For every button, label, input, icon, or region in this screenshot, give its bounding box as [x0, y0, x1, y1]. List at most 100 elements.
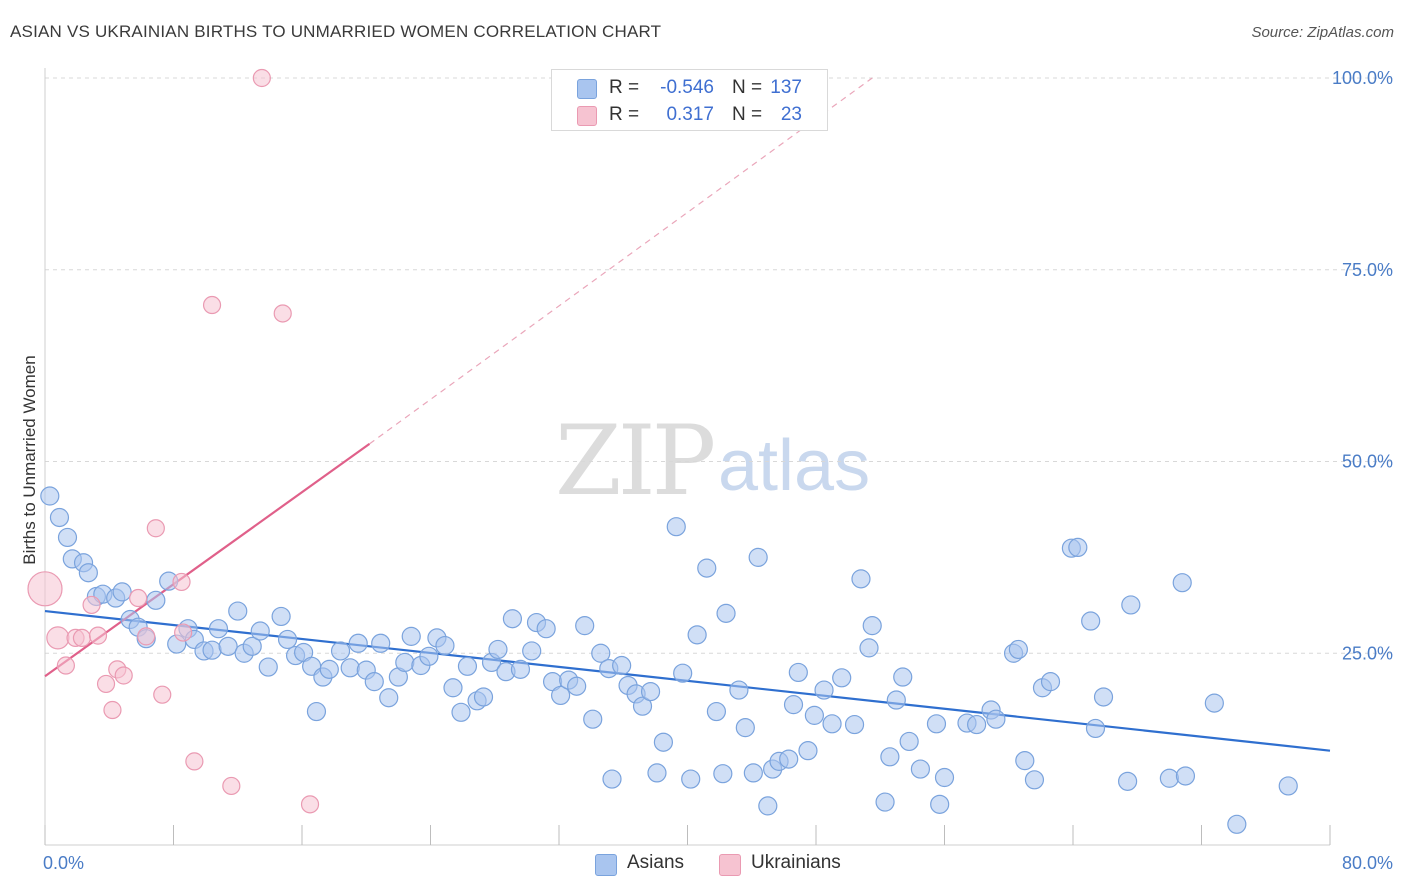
asian-point	[1093, 687, 1114, 707]
legend-r-value: 0.317	[666, 104, 714, 125]
asian-point	[271, 606, 291, 627]
ukrainian-point	[273, 304, 292, 323]
asian-point	[1121, 595, 1141, 615]
axes	[44, 68, 1331, 846]
asian-point	[653, 732, 674, 752]
asian-point	[697, 558, 717, 578]
asian-point	[647, 763, 667, 783]
legend-r-label: R =	[609, 104, 640, 125]
asian-point	[510, 659, 531, 679]
ukrainian-trend-extension	[369, 77, 873, 445]
legend-n-label: N =	[732, 104, 763, 125]
y-tick-label: 50.0%	[1342, 452, 1393, 472]
ukrainian-point	[88, 626, 108, 645]
ukrainian-point	[82, 595, 101, 615]
asian-point	[371, 633, 391, 653]
asian-point	[457, 656, 478, 676]
asian-point	[228, 601, 248, 621]
y-tick-label: 25.0%	[1342, 643, 1393, 663]
asian-point	[1227, 814, 1247, 834]
asian-point	[804, 705, 824, 725]
legend-n-label: N =	[732, 77, 763, 98]
asian-point	[729, 680, 749, 700]
ukrainians-legend-swatch	[719, 854, 741, 876]
asian-point	[862, 616, 882, 636]
asian-point	[401, 626, 421, 646]
asian-point	[822, 714, 842, 734]
asian-point	[859, 638, 879, 658]
asian-point	[473, 687, 494, 707]
asian-point	[640, 681, 661, 702]
ukrainian-point	[27, 571, 63, 607]
asian-point	[899, 731, 919, 752]
asian-point	[910, 759, 931, 779]
ukrainian-point	[114, 666, 133, 685]
correlation-legend: R = -0.546 N = 137 R = 0.317 N = 23	[551, 69, 828, 131]
asian-point	[319, 659, 339, 679]
asian-point	[435, 635, 455, 656]
asian-point	[258, 657, 278, 677]
asian-point	[522, 641, 542, 661]
asian-point	[713, 764, 733, 784]
asian-point	[875, 792, 895, 812]
ukrainian-point	[185, 752, 204, 771]
legend-r-label: R =	[609, 77, 640, 98]
source-label: Source: ZipAtlas.com	[1251, 24, 1394, 41]
ukrainian-point	[202, 295, 222, 315]
asian-point	[379, 688, 399, 708]
asian-point	[880, 747, 900, 767]
asian-point	[1175, 766, 1196, 786]
asian-point	[536, 619, 556, 639]
asian-point	[758, 796, 778, 816]
tick-labels: 25.0% 50.0% 75.0% 100.0% 0.0% 80.0%	[43, 68, 1393, 873]
y-tick-label: 75.0%	[1342, 260, 1393, 280]
asian-point	[934, 767, 955, 788]
asian-point	[78, 563, 98, 583]
asian-point	[1172, 573, 1192, 593]
asian-point	[49, 507, 70, 528]
ukrainian-point	[172, 572, 191, 592]
x-tick-label-min: 0.0%	[43, 853, 84, 873]
asian-point	[1159, 768, 1179, 788]
asian-points	[40, 486, 1298, 834]
asian-point	[1204, 693, 1224, 713]
legend-row-ukrainians: R = 0.317 N = 23	[552, 102, 827, 128]
asian-point	[306, 701, 327, 722]
asian-point	[967, 714, 987, 735]
asian-point	[1008, 639, 1028, 660]
ukrainian-point	[46, 626, 70, 650]
asian-point	[488, 639, 508, 660]
y-tick-label: 100.0%	[1332, 68, 1393, 88]
ukrainian-point	[96, 674, 116, 694]
ukrainian-point	[129, 588, 148, 608]
asian-point	[673, 663, 693, 683]
asian-point	[146, 590, 166, 610]
asian-point	[1024, 770, 1045, 790]
asian-point	[779, 749, 799, 769]
asian-point	[743, 763, 763, 783]
chart-title: ASIAN VS UKRAINIAN BIRTHS TO UNMARRIED W…	[10, 22, 662, 41]
asian-point	[706, 701, 727, 722]
asian-point	[886, 690, 906, 710]
asian-point	[583, 709, 603, 729]
legend-n-value: 23	[780, 104, 802, 125]
ukrainian-point	[174, 623, 193, 642]
asian-point	[112, 582, 132, 602]
asian-point	[340, 658, 360, 678]
asian-point	[1278, 776, 1298, 796]
asian-point	[798, 741, 818, 761]
asian-point	[814, 680, 834, 700]
asian-point	[1040, 672, 1061, 692]
asian-point	[930, 794, 950, 814]
asian-point	[681, 769, 701, 789]
asian-point	[348, 633, 368, 653]
ukrainians-swatch	[577, 106, 597, 126]
asian-point	[242, 636, 262, 656]
ukrainian-point	[137, 627, 156, 646]
asian-point	[602, 769, 622, 789]
asian-point	[986, 709, 1006, 729]
ukrainian-point	[153, 685, 172, 704]
asian-point	[364, 672, 384, 692]
asian-point	[1085, 718, 1106, 739]
